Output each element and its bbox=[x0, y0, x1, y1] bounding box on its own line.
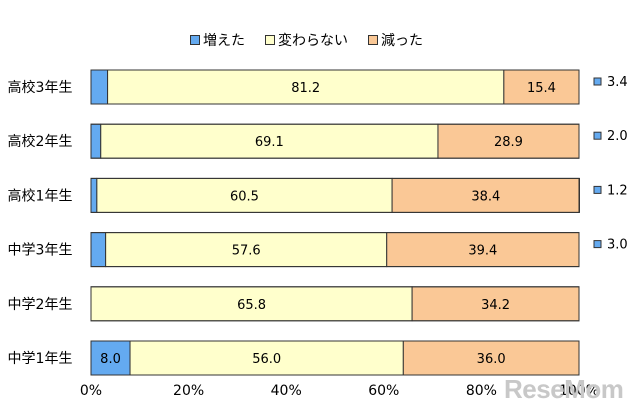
chart-legend: 増えた 変わらない 減った bbox=[190, 30, 423, 50]
x-tick-label: 20% bbox=[173, 383, 204, 399]
bar-outline bbox=[90, 340, 580, 376]
data-label: 81.2 bbox=[291, 81, 320, 96]
data-label: 57.6 bbox=[232, 244, 261, 259]
bar-segment bbox=[437, 123, 580, 159]
bar-outline bbox=[90, 69, 580, 105]
outside-label-swatch bbox=[593, 185, 602, 194]
bar-segment bbox=[411, 286, 580, 322]
legend-label-increased: 増えた bbox=[203, 33, 245, 49]
data-label: 69.1 bbox=[255, 135, 284, 150]
category-label: 高校2年生 bbox=[8, 133, 73, 150]
data-label: 60.5 bbox=[230, 189, 259, 204]
x-tick-label: 100% bbox=[559, 383, 599, 399]
legend-item-unchanged: 変わらない bbox=[265, 30, 348, 50]
data-label: 65.8 bbox=[237, 298, 266, 313]
legend-item-decreased: 減った bbox=[368, 30, 423, 50]
data-label: 1.2 bbox=[607, 183, 628, 198]
outside-label-swatch bbox=[593, 131, 602, 140]
legend-label-unchanged: 変わらない bbox=[278, 33, 348, 49]
legend-swatch-increased bbox=[190, 35, 200, 45]
category-label: 中学1年生 bbox=[8, 351, 73, 367]
bar-segment bbox=[90, 177, 98, 213]
legend-item-increased: 増えた bbox=[190, 30, 245, 50]
data-label: 36.0 bbox=[477, 352, 506, 367]
data-label: 34.2 bbox=[481, 298, 510, 313]
category-label: 中学3年生 bbox=[8, 243, 73, 259]
data-label: 28.9 bbox=[494, 135, 523, 150]
x-tick-label: 60% bbox=[368, 383, 399, 399]
category-label: 高校1年生 bbox=[8, 187, 73, 204]
data-label: 56.0 bbox=[252, 352, 281, 367]
category-label: 高校3年生 bbox=[8, 79, 73, 96]
bar-segment bbox=[90, 123, 102, 159]
bar-outline bbox=[90, 286, 580, 322]
watermark-logo: ReseMom bbox=[504, 374, 624, 404]
data-label: 15.4 bbox=[527, 81, 556, 96]
x-tick-label: 40% bbox=[271, 383, 302, 399]
data-label: 38.4 bbox=[471, 189, 500, 204]
legend-swatch-decreased bbox=[368, 35, 378, 45]
x-tick-label: 0% bbox=[80, 383, 102, 399]
x-tick-label: 80% bbox=[466, 383, 497, 399]
bar-segment bbox=[100, 123, 439, 159]
legend-swatch-unchanged bbox=[265, 35, 275, 45]
bar-outline bbox=[90, 177, 580, 213]
data-label: 3.4 bbox=[607, 75, 628, 90]
data-label: 39.4 bbox=[468, 244, 497, 259]
bar-outline bbox=[90, 123, 580, 159]
category-label: 中学2年生 bbox=[8, 297, 73, 313]
bar-segment bbox=[386, 232, 580, 268]
outside-label-swatch bbox=[593, 77, 602, 86]
data-label: 2.0 bbox=[607, 129, 628, 144]
bar-segment bbox=[90, 69, 109, 105]
outside-label-swatch bbox=[593, 240, 602, 249]
bar-outline bbox=[90, 232, 580, 268]
bar-segment bbox=[503, 69, 580, 105]
data-label: 8.0 bbox=[100, 352, 121, 367]
bar-segment bbox=[90, 286, 413, 322]
bar-segment bbox=[105, 232, 388, 268]
legend-label-decreased: 減った bbox=[381, 33, 423, 49]
bar-segment bbox=[90, 232, 107, 268]
data-label: 3.0 bbox=[607, 238, 628, 253]
